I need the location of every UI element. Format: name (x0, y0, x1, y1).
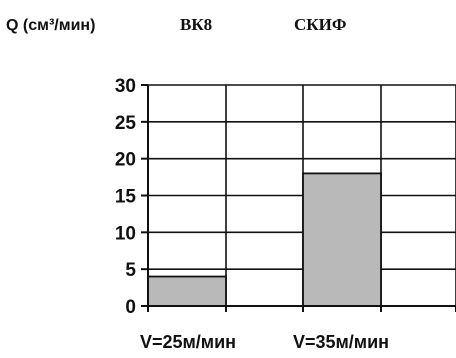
bar-layer (147, 172, 382, 307)
y-tick-label-5: 5 (125, 260, 136, 281)
grid-layer (148, 84, 456, 307)
y-tick-label-25: 25 (115, 113, 137, 134)
y-axis-label: Q (см³/мин) (6, 17, 95, 34)
series-label-skif: СКИФ (294, 15, 346, 34)
y-tick-label-20: 20 (115, 150, 136, 171)
category-label-v35: V=35м/мин (293, 332, 389, 352)
y-tick-label-10: 10 (115, 223, 136, 244)
category-label-v25: V=25м/мин (140, 332, 236, 352)
y-tick-label-15: 15 (115, 187, 137, 208)
tick-layer: 0 5 10 15 20 25 30 (115, 76, 137, 318)
bar-1 (147, 275, 227, 307)
axis-layer (141, 84, 456, 312)
series-label-vk8: ВК8 (180, 15, 212, 34)
y-tick-label-0: 0 (125, 297, 136, 318)
bar-2 (302, 172, 382, 307)
y-tick-label-30: 30 (115, 76, 136, 97)
